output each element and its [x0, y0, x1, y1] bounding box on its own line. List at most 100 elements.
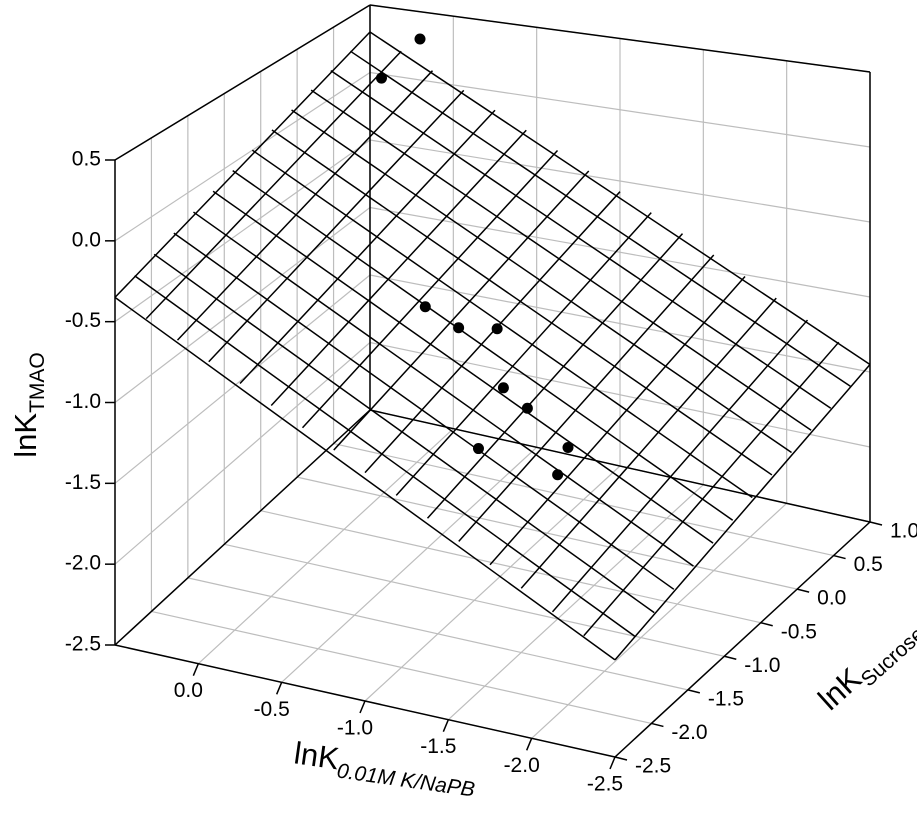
y-tick-label: -1.5: [708, 687, 744, 710]
mesh-line: [176, 70, 434, 341]
data-point: [453, 322, 465, 334]
box-edge: [114, 4, 371, 161]
mesh-line: [614, 364, 871, 661]
mesh-line: [145, 50, 402, 320]
y-tick-label: 1.0: [890, 520, 917, 543]
box-edge: [369, 409, 871, 523]
x-tick-label: -1.5: [420, 735, 456, 758]
y-tick: [614, 756, 628, 761]
data-point: [552, 469, 564, 481]
grid-line: [369, 71, 871, 148]
mesh-line: [369, 31, 871, 366]
x-tick: [359, 700, 366, 714]
y-tick-label: 0.0: [817, 587, 846, 610]
box-edge: [614, 521, 871, 758]
y-tick-label: -2.5: [635, 755, 671, 778]
x-title-main: lnK: [292, 736, 342, 777]
mesh-line: [458, 254, 715, 542]
mesh-line: [333, 170, 590, 451]
z-title-sub: TMAO: [26, 352, 49, 413]
y-tick-label: -2.0: [671, 721, 707, 744]
mesh-line: [251, 149, 753, 499]
grid-line: [187, 577, 688, 691]
mesh-line: [114, 31, 371, 298]
x-tick: [609, 756, 616, 770]
mesh-line: [212, 190, 714, 544]
grid-line: [447, 484, 704, 721]
mesh-line: [239, 109, 496, 385]
axes: 0.0-0.5-1.0-1.5-2.0-2.5-2.5-2.0-1.5-1.0-…: [65, 4, 917, 796]
grid: [114, 4, 871, 758]
mesh-line: [310, 89, 812, 431]
surface: [114, 31, 871, 661]
y-title-main: lnK: [811, 661, 868, 717]
y-tick: [833, 554, 846, 560]
z-title-main: lnK: [8, 413, 43, 458]
mesh-line: [330, 69, 832, 409]
data-point: [497, 382, 509, 394]
y-tick: [687, 689, 701, 694]
x-tick-label: -2.0: [504, 754, 540, 777]
grid-line: [114, 342, 371, 565]
grid-line: [114, 207, 371, 403]
z-tick-label: -0.5: [65, 309, 101, 332]
grid-line: [114, 274, 371, 484]
y-tick: [651, 722, 664, 728]
y-title-sub: Sucrose: [856, 622, 917, 691]
z-tick-label: -2.5: [65, 633, 101, 656]
x-tick-label: 0.0: [174, 679, 203, 702]
data-point: [375, 72, 387, 84]
mesh-line: [193, 211, 694, 567]
z-axis-title: lnKTMAO: [8, 352, 48, 457]
grid-line: [369, 206, 871, 298]
x-tick: [525, 738, 533, 751]
mesh-line: [489, 275, 746, 566]
y-tick: [724, 655, 737, 661]
y-tick: [796, 588, 810, 593]
grid-line: [369, 274, 871, 373]
mesh-line: [271, 129, 773, 476]
mesh-line: [364, 191, 621, 474]
grid-line: [151, 610, 652, 725]
mesh-line: [291, 109, 792, 454]
mesh-line: [153, 253, 655, 614]
mesh-line: [114, 296, 616, 661]
grid-line: [364, 465, 621, 702]
mesh-line: [232, 169, 734, 521]
y-tick: [760, 621, 773, 627]
grid-line: [531, 502, 788, 739]
data-point: [419, 301, 431, 313]
data-point: [521, 402, 533, 414]
mesh-line: [134, 275, 636, 637]
y-axis-title: lnKSucrose: [811, 610, 917, 722]
x-tick-label: -0.5: [254, 698, 290, 721]
box-edge: [369, 4, 871, 73]
y-tick-label: -1.0: [744, 654, 780, 677]
grid-line: [114, 71, 371, 242]
data-point: [414, 33, 426, 45]
x-tick: [442, 719, 450, 732]
z-tick-label: 0.5: [72, 148, 101, 171]
data-point: [562, 441, 574, 453]
grid-line: [297, 476, 798, 590]
y-tick: [869, 521, 883, 526]
z-tick-label: -2.0: [65, 552, 101, 575]
x-tick: [192, 663, 200, 676]
x-tick-label: -2.5: [587, 773, 623, 796]
data-point: [472, 443, 484, 455]
grid-line: [224, 543, 725, 657]
grid-line: [260, 510, 761, 624]
y-tick-label: -0.5: [781, 620, 817, 643]
z-tick-label: -1.0: [65, 390, 101, 413]
y-tick-label: 0.5: [854, 553, 883, 576]
x-title-sub: 0.01M K/NaPB: [336, 759, 477, 801]
mesh-line: [520, 297, 777, 589]
x-tick: [275, 682, 283, 695]
grid-line: [333, 442, 834, 557]
mesh-line: [208, 89, 465, 363]
mesh-line: [395, 212, 652, 496]
mesh-line: [349, 50, 851, 387]
z-tick-label: 0.0: [72, 228, 101, 251]
grid-line: [281, 446, 538, 683]
